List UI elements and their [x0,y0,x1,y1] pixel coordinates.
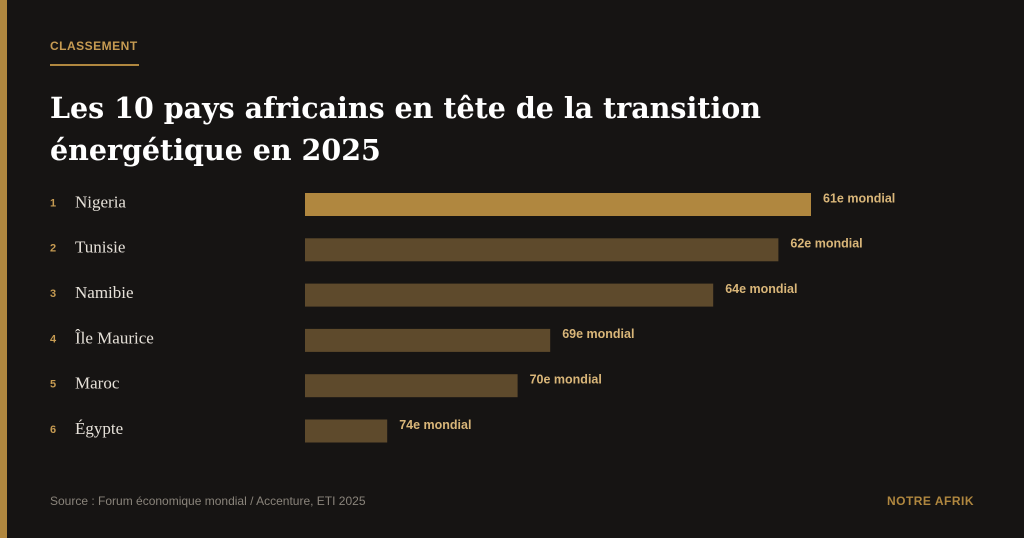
country-label: Tunisie [75,238,125,257]
rank-label: 4 [50,333,57,345]
bar-value-label: 70e mondial [530,372,602,386]
bar [305,283,714,307]
chart-title: Les 10 pays africains en tête de la tran… [50,91,761,167]
bar [305,328,551,352]
rank-label: 3 [50,288,56,300]
source-note: Source : Forum économique mondial / Acce… [50,494,366,508]
bar [305,419,388,443]
bar-value-label: 69e mondial [562,327,634,341]
bar-value-label: 61e mondial [823,191,895,205]
country-label: Namibie [75,283,134,302]
country-label: Île Maurice [75,328,154,347]
bar-value-label: 64e mondial [725,282,797,296]
rank-label: 2 [50,243,56,255]
bar [305,193,811,216]
bar-value-label: 74e mondial [399,418,471,432]
brand-logo-text: NOTRE AFRIK [886,494,974,508]
section-kicker: CLASSEMENT [50,39,138,53]
rank-label: 1 [50,197,56,209]
rank-label: 6 [50,424,56,436]
accent-bar [0,0,7,538]
country-label: Égypte [75,419,123,438]
bar [305,238,779,262]
rank-label: 5 [50,379,56,391]
country-label: Nigeria [75,192,126,211]
kicker-underline [50,64,139,66]
country-label: Maroc [75,374,120,393]
bar [305,374,518,398]
bar-value-label: 62e mondial [790,237,862,251]
